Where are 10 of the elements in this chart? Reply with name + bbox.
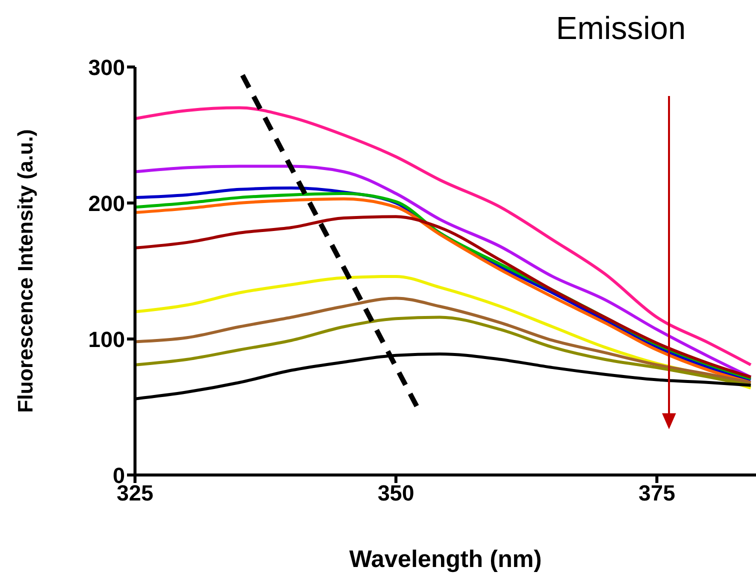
y-axis-title: Fluorescence Intensity (a.u.) [14, 129, 38, 413]
text: Emission [556, 10, 686, 47]
line-series [135, 106, 752, 366]
y-tick-label: 100 [88, 326, 125, 352]
line-series [135, 296, 752, 384]
x-axis-title: Wavelength (nm) [349, 546, 542, 573]
y-tick-label: 200 [88, 190, 125, 216]
x-tick-label: 375 [638, 480, 676, 506]
y-tick-label: 300 [88, 54, 125, 80]
x-tick-label: 350 [378, 480, 414, 506]
